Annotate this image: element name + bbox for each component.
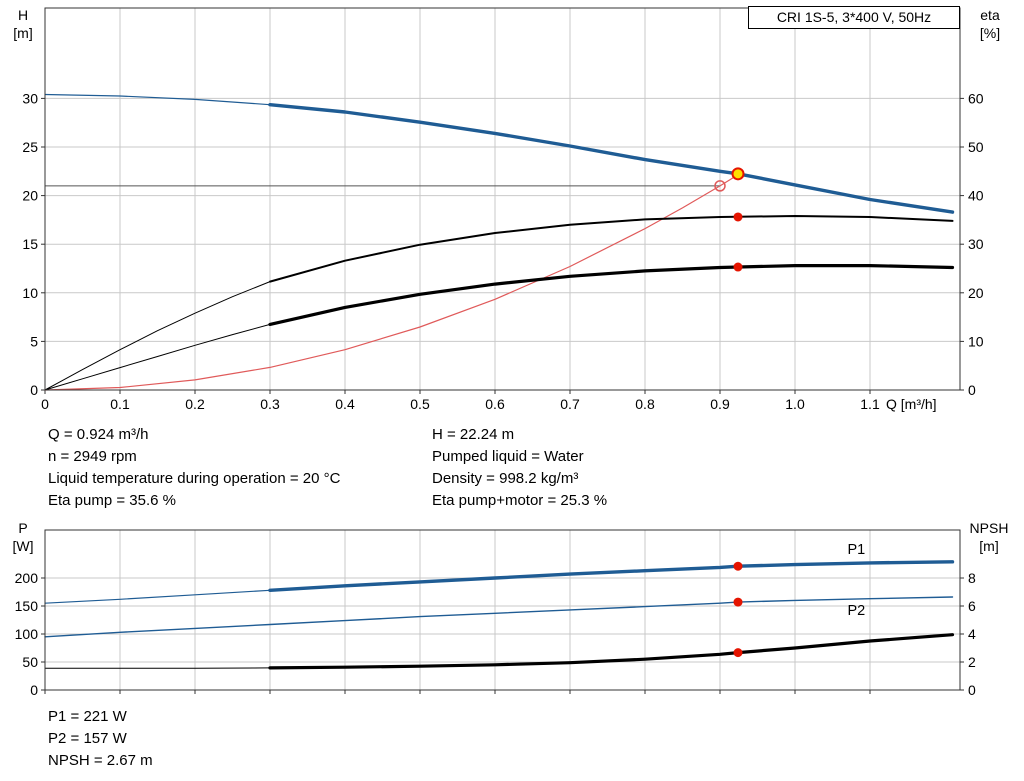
y-right-tick-label: 40 [968, 188, 984, 204]
head-curve [268, 103, 955, 214]
eta-axis-title: eta [%] [968, 6, 1012, 42]
eta-axis-unit: [%] [979, 25, 1001, 41]
info-line-liquid: Pumped liquid = Water [432, 448, 584, 465]
y-left-tick-label: 200 [15, 570, 39, 586]
duty-point [731, 167, 745, 181]
x-tick-label: 0 [41, 396, 49, 412]
requested-duty-point [714, 180, 726, 192]
y-right-tick-label: 20 [968, 285, 984, 301]
head-eta-chart: 0 0.1 0.2 0.3 0.4 0.5 0.6 0.7 0.8 0.9 1.0 1.1 0 5 10 15… [22, 7, 984, 412]
info-line-npsh: NPSH = 2.67 m [48, 752, 153, 769]
p2-curve [44, 596, 954, 638]
info-line-temperature: Liquid temperature during operation = 20… [48, 470, 341, 487]
y-left-tick-label: 150 [15, 598, 39, 614]
x-tick-label: 0.7 [560, 396, 580, 412]
x-tick-label: 1.0 [785, 396, 805, 412]
x-tick-label: 0.4 [335, 396, 355, 412]
p1-curve-low [44, 589, 271, 604]
x-tick-label: 0.1 [110, 396, 130, 412]
head-axis-title: H [m] [4, 6, 42, 42]
npsh-axis-unit: [m] [979, 538, 999, 554]
y-left-tick-label: 0 [30, 382, 38, 398]
y-left-tick-label: 30 [22, 90, 38, 106]
x-tick-label: 1.1 [860, 396, 880, 412]
npsh-curve [268, 633, 955, 670]
info-line-eta-pump: Eta pump = 35.6 % [48, 492, 176, 509]
info-line-rpm: n = 2949 rpm [48, 448, 137, 465]
eta-pump-curve [269, 215, 954, 283]
system-curve [44, 174, 739, 391]
y-right-tick-label: 2 [968, 654, 976, 670]
operating-data-right: H = 22.24 m Pumped liquid = Water Densit… [432, 424, 607, 512]
npsh-point [733, 648, 743, 658]
pump-model-box: CRI 1S-5, 3*400 V, 50Hz [748, 6, 960, 29]
info-line-p2: P2 = 157 W [48, 730, 127, 747]
p1-label: P1 [848, 542, 866, 558]
y-right-tick-label: 50 [968, 139, 984, 155]
p2-label: P2 [848, 603, 866, 619]
power-npsh-chart: 0 50 100 150 200 0 2 4 6 8 P1 P2 [15, 529, 976, 698]
y-left-tick-label: 50 [22, 654, 38, 670]
power-axis-unit: [W] [12, 538, 34, 554]
info-line-q: Q = 0.924 m³/h [48, 426, 149, 443]
y-left-tick-label: 15 [22, 236, 38, 252]
p2-point [733, 597, 743, 607]
y-left-tick-label: 10 [22, 285, 38, 301]
x-tick-label: 0.3 [260, 396, 280, 412]
plot-border [44, 7, 961, 391]
eta-pump-point [733, 212, 743, 222]
info-line-eta-pump-motor: Eta pump+motor = 25.3 % [432, 492, 608, 509]
x-tick-label: 0.5 [410, 396, 430, 412]
p1-curve [268, 560, 955, 592]
y-right-tick-label: 30 [968, 236, 984, 252]
y-left-tick-label: 20 [22, 188, 38, 204]
eta-pump-motor-point [733, 262, 743, 272]
eta-pump-motor-curve [268, 264, 955, 326]
power-axis-title: P [W] [4, 519, 42, 555]
y-right-tick-label: 10 [968, 333, 984, 349]
p1-point [733, 561, 743, 571]
y-right-tick-label: 4 [968, 626, 976, 642]
eta-pump-motor-curve-low [44, 323, 271, 391]
head-axis-unit: [m] [13, 25, 33, 41]
y-left-tick-label: 0 [30, 682, 38, 698]
eta-axis-name: eta [980, 7, 1000, 23]
power-axis-name: P [18, 520, 28, 536]
y-right-tick-label: 0 [968, 682, 976, 698]
x-axis-label: Q [m³/h] [886, 396, 937, 412]
info-line-p1: P1 = 221 W [48, 708, 127, 725]
x-tick-label: 0.2 [185, 396, 205, 412]
info-line-density: Density = 998.2 kg/m³ [432, 470, 579, 487]
y-right-tick-label: 60 [968, 90, 984, 106]
power-npsh-data: P1 = 221 W P2 = 157 W NPSH = 2.67 m [48, 706, 153, 772]
y-left-tick-label: 25 [22, 139, 38, 155]
x-tick-label: 0.9 [710, 396, 730, 412]
x-tick-label: 0.8 [635, 396, 655, 412]
head-axis-name: H [17, 7, 29, 23]
x-tick-label: 0.6 [485, 396, 505, 412]
y-left-tick-label: 100 [15, 626, 39, 642]
npsh-axis-title: NPSH [m] [958, 519, 1020, 555]
operating-data-left: Q = 0.924 m³/h n = 2949 rpm Liquid tempe… [48, 424, 340, 512]
y-right-tick-label: 0 [968, 382, 976, 398]
npsh-axis-name: NPSH [969, 520, 1009, 536]
y-right-tick-label: 8 [968, 570, 976, 586]
y-right-tick-label: 6 [968, 598, 976, 614]
plot-border [44, 529, 961, 691]
eta-pump-curve-low [44, 281, 271, 391]
y-left-tick-label: 5 [30, 333, 38, 349]
head-curve-low [44, 93, 271, 106]
info-line-head: H = 22.24 m [432, 426, 515, 443]
